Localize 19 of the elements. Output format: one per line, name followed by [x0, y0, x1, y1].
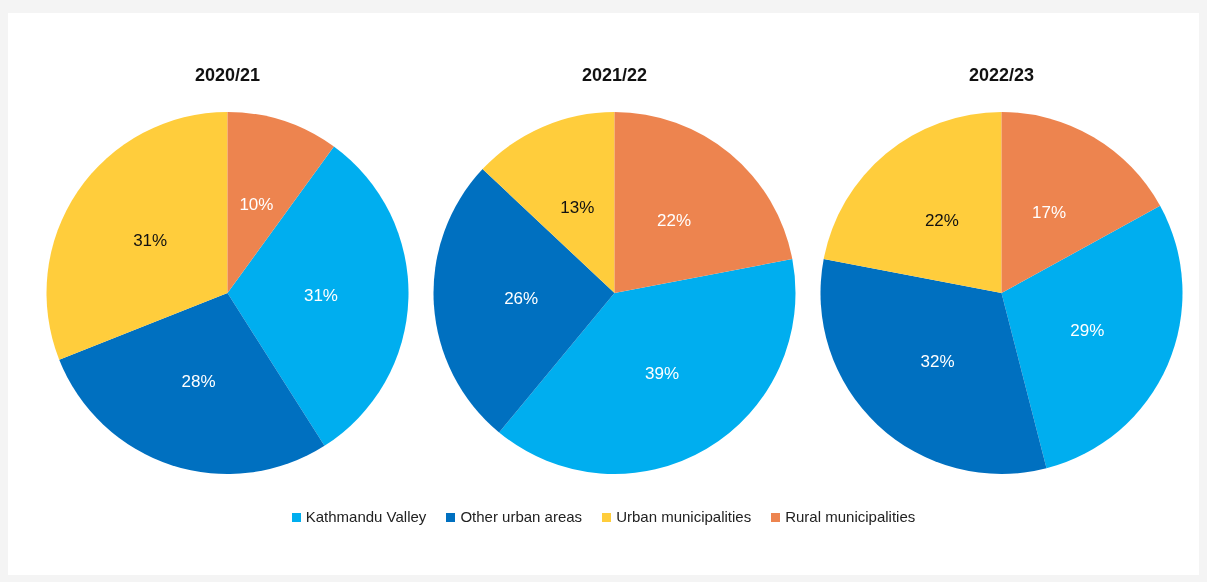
data-label: 13% — [560, 197, 595, 217]
data-label: 22% — [924, 211, 959, 231]
data-label: 17% — [1032, 203, 1067, 223]
legend-label: Kathmandu Valley — [304, 508, 427, 525]
data-label: 39% — [645, 363, 680, 383]
chart-title: 2020/21 — [194, 65, 261, 85]
data-label: 10% — [239, 194, 274, 214]
data-label: 22% — [657, 211, 692, 231]
data-label: 31% — [133, 230, 168, 250]
chart-title: 2022/23 — [968, 65, 1035, 85]
legend-label: Rural municipalities — [784, 508, 916, 525]
data-label: 32% — [920, 351, 955, 371]
chart-title: 2021/22 — [581, 65, 648, 85]
legend-label: Other urban areas — [459, 508, 583, 525]
legend-label: Urban municipalities — [615, 508, 752, 525]
data-label: 31% — [303, 286, 338, 306]
data-label: 28% — [181, 372, 216, 392]
data-label: 26% — [504, 289, 539, 309]
data-label: 29% — [1070, 320, 1105, 340]
